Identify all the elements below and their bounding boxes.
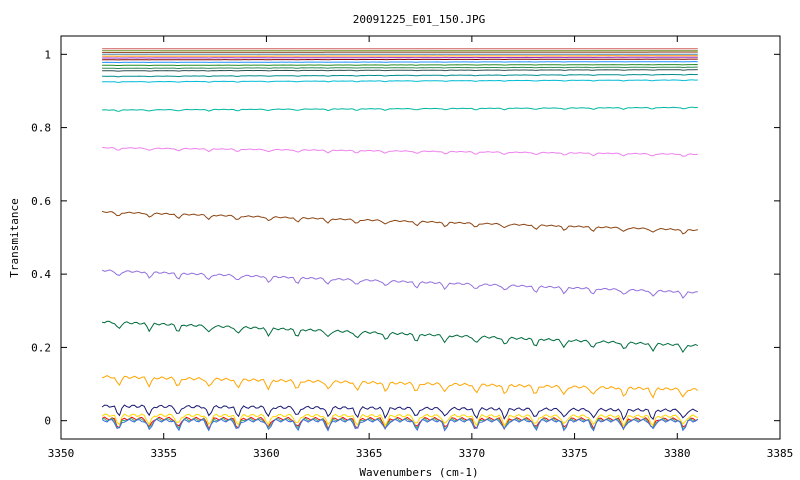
series-line bbox=[102, 320, 699, 354]
series-line bbox=[102, 79, 698, 83]
series-line bbox=[101, 269, 698, 299]
series-line bbox=[102, 146, 698, 157]
x-tick-label: 3365 bbox=[356, 447, 383, 460]
x-tick-label: 3350 bbox=[48, 447, 75, 460]
series-line bbox=[102, 106, 698, 112]
series-line bbox=[101, 413, 699, 428]
series-line bbox=[102, 56, 698, 59]
x-tick-label: 3360 bbox=[253, 447, 280, 460]
x-tick-label: 3380 bbox=[664, 447, 691, 460]
series-line bbox=[102, 58, 698, 61]
plot-frame bbox=[60, 35, 781, 440]
y-tick-label: 1 bbox=[44, 48, 51, 61]
x-axis-label: Wavenumbers (cm-1) bbox=[359, 466, 478, 479]
series-line bbox=[101, 404, 699, 421]
series-line bbox=[101, 375, 699, 399]
x-tick-label: 3385 bbox=[767, 447, 794, 460]
chart-title: 20091225_E01_150.JPG bbox=[353, 13, 485, 26]
y-tick-label: 0 bbox=[44, 415, 51, 428]
series-line bbox=[102, 66, 698, 70]
series-line bbox=[101, 418, 699, 432]
series-line bbox=[102, 63, 698, 67]
series-layer bbox=[101, 48, 699, 432]
x-tick-label: 3355 bbox=[150, 447, 177, 460]
y-axis: 0 0.2 0.4 0.6 0.8 1 bbox=[31, 48, 780, 428]
y-tick-label: 0.8 bbox=[31, 122, 51, 135]
x-tick-label: 3375 bbox=[561, 447, 588, 460]
y-tick-label: 0.2 bbox=[31, 341, 51, 354]
y-tick-label: 0.6 bbox=[31, 195, 51, 208]
x-axis: 3350 3355 3360 3365 3370 3375 3380 3385 bbox=[48, 36, 794, 460]
y-axis-label: Transmitance bbox=[8, 198, 21, 277]
series-line bbox=[102, 69, 698, 72]
series-line bbox=[101, 210, 698, 235]
y-tick-label: 0.4 bbox=[31, 268, 51, 281]
x-tick-label: 3370 bbox=[459, 447, 486, 460]
series-line bbox=[102, 73, 698, 78]
series-line bbox=[102, 61, 698, 64]
